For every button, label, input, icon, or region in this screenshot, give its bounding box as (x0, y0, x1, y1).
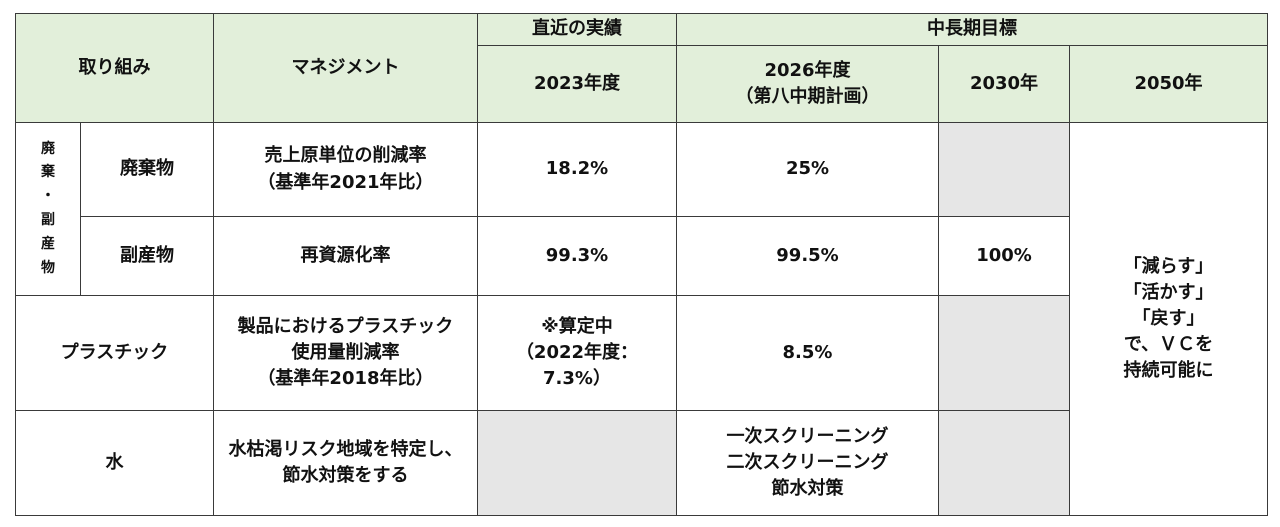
side-char: 物 (41, 259, 55, 276)
row-water-mgmt-line: 節水対策をする (282, 465, 409, 486)
goal-2050-line: で、ＶＣを (1123, 334, 1214, 356)
row-plastic-2023-line: （2022年度： (515, 341, 639, 363)
side-char: 副 (41, 212, 55, 228)
row-water-2026-line: 二次スクリーニング (726, 451, 889, 473)
sustainability-targets-table: 取り組み マネジメント 直近の実績 中長期目標 2023年度 2026年度 （第… (15, 13, 1268, 516)
row-waste-mgmt-line: （基準年2021年比） (257, 171, 434, 193)
goal-2050-line: 持続可能に (1123, 360, 1214, 382)
row-byproduct-2023: 99.3% (477, 216, 677, 296)
row-byproduct-management: 再資源化率 (213, 216, 478, 296)
side-char: 産 (41, 235, 55, 252)
header-2050: 2050年 (1069, 45, 1268, 123)
row-water-2030-empty (938, 410, 1070, 516)
row-byproduct-2026: 99.5% (676, 216, 939, 296)
header-mid-long-term-targets: 中長期目標 (676, 13, 1268, 46)
row-plastic-2026: 8.5% (676, 295, 939, 411)
row-plastic-2030-empty (938, 295, 1070, 411)
goal-2050-line: 「戻す」 (1132, 307, 1205, 329)
row-plastic-mgmt-line: 使用量削減率 (291, 341, 400, 363)
row-plastic-mgmt-line: 製品におけるプラスチック (237, 315, 454, 337)
row-water-2026-line: 一次スクリーニング (726, 425, 889, 447)
header-management: マネジメント (213, 13, 478, 123)
row-waste-2026: 25% (676, 122, 939, 217)
row-waste-mgmt-line: 売上原単位の削減率 (264, 145, 427, 167)
goal-2050-cell: 「減らす」 「活かす」 「戻す」 で、ＶＣを 持続可能に (1069, 122, 1268, 516)
row-water-label: 水 (15, 410, 214, 516)
row-waste-management: 売上原単位の削減率 （基準年2021年比） (213, 122, 478, 217)
row-waste-label: 廃棄物 (80, 122, 214, 217)
header-recent-results: 直近の実績 (477, 13, 677, 46)
header-2030: 2030年 (938, 45, 1070, 123)
side-group-waste-byproduct: 廃 棄 ・ 副 産 物 (15, 122, 81, 296)
row-water-2026-line: 節水対策 (771, 478, 844, 500)
row-plastic-2023-line: 7.3%） (543, 368, 611, 390)
row-water-management: 水枯渇リスク地域を特定し、 節水対策をする (213, 410, 478, 516)
row-byproduct-2030: 100% (938, 216, 1070, 296)
row-byproduct-label: 副産物 (80, 216, 214, 296)
row-water-mgmt-line: 水枯渇リスク地域を特定し、 (228, 438, 463, 460)
goal-2050-line: 「活かす」 (1123, 281, 1214, 303)
header-fy2026: 2026年度 （第八中期計画） (676, 45, 939, 123)
goal-2050-line: 「減らす」 (1123, 255, 1214, 277)
row-water-2026: 一次スクリーニング 二次スクリーニング 節水対策 (676, 410, 939, 516)
row-plastic-label: プラスチック (15, 295, 214, 411)
header-fy2026-year: 2026年度 (764, 59, 851, 81)
header-fy2023: 2023年度 (477, 45, 677, 123)
row-plastic-management: 製品におけるプラスチック 使用量削減率 （基準年2018年比） (213, 295, 478, 411)
side-char: 棄 (41, 164, 55, 181)
side-char: ・ (41, 188, 55, 205)
side-char: 廃 (41, 140, 55, 157)
row-plastic-2023: ※算定中 （2022年度： 7.3%） (477, 295, 677, 411)
row-water-2023-empty (477, 410, 677, 516)
row-waste-2023: 18.2% (477, 122, 677, 217)
row-plastic-mgmt-line: （基準年2018年比） (257, 368, 434, 390)
row-plastic-2023-line: ※算定中 (541, 315, 613, 337)
header-torikumi: 取り組み (15, 13, 214, 123)
row-waste-2030-empty (938, 122, 1070, 217)
header-fy2026-plan: （第八中期計画） (735, 86, 880, 107)
